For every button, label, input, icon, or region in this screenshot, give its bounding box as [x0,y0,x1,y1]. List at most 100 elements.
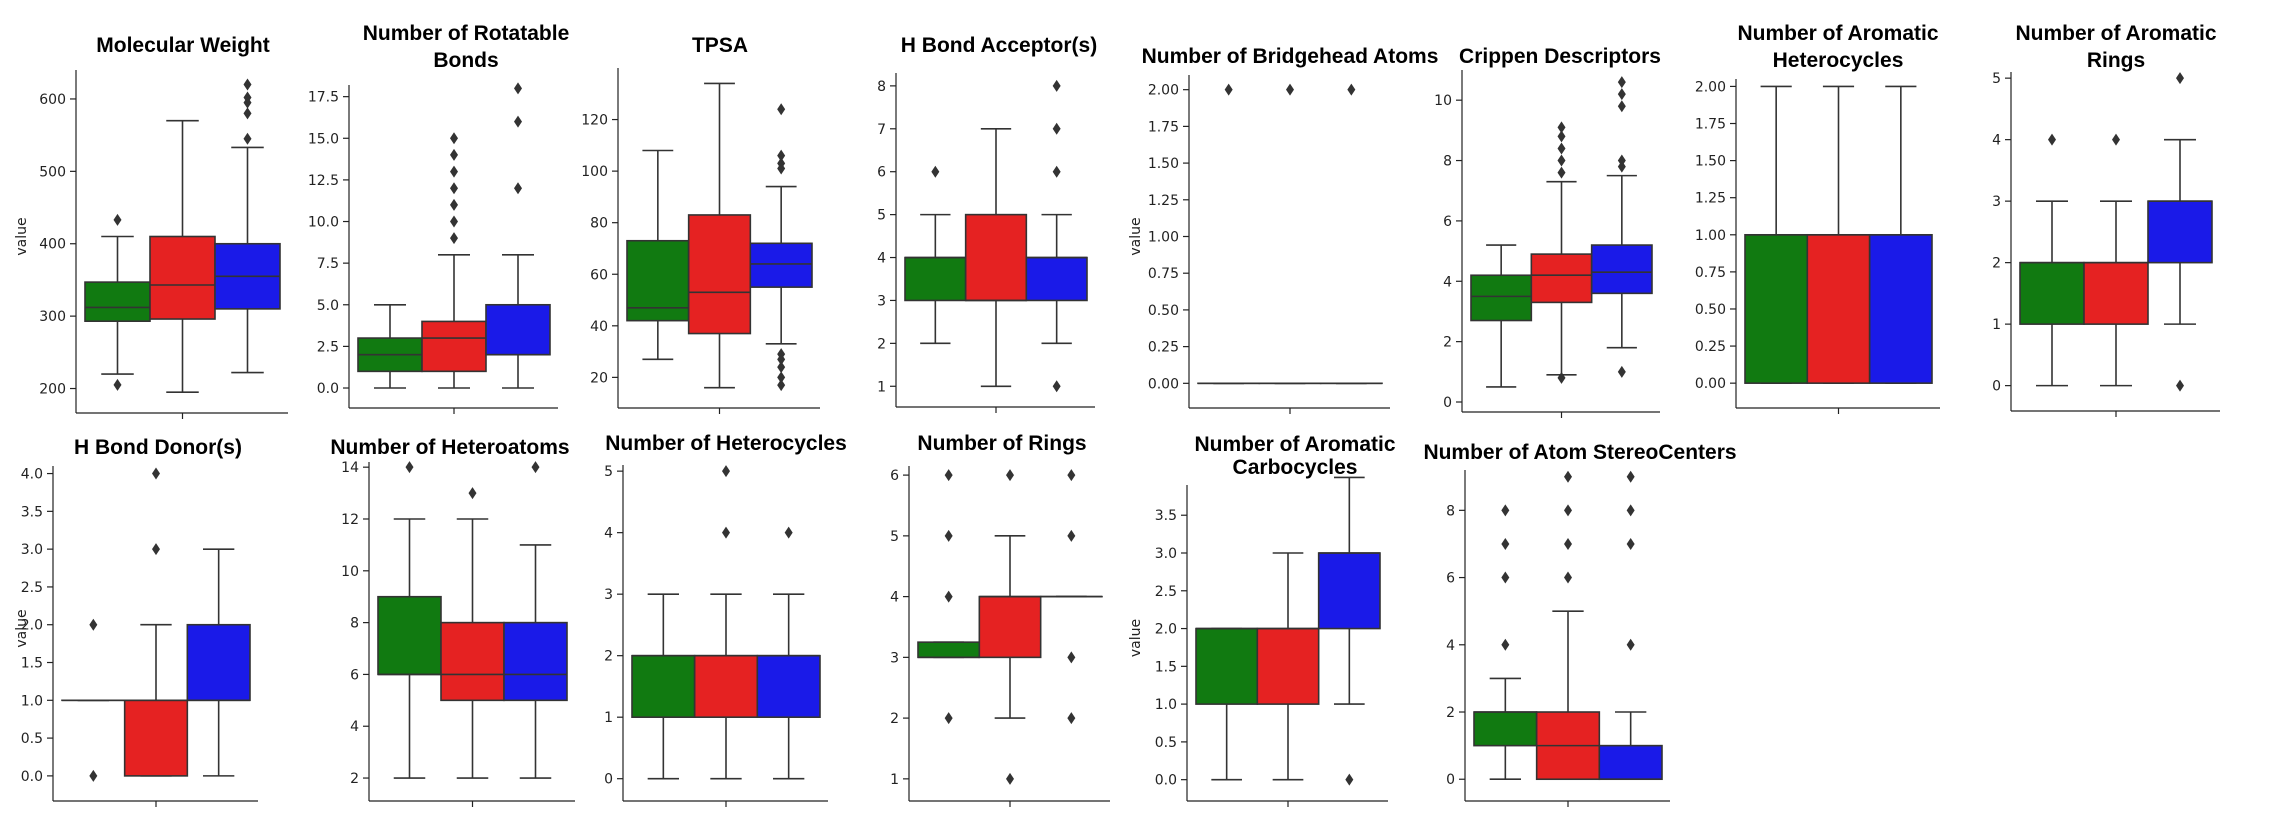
iqr-box [978,595,1042,659]
box-green [1470,244,1533,388]
outlier-point [450,198,458,211]
box-red [693,465,759,780]
outlier-point [1067,469,1076,482]
panel-title: Number of Aromatic [2015,22,2216,45]
y-tick-label: 10 [341,564,359,580]
y-tick-label: 1.75 [1695,117,1726,133]
outlier-point [931,165,940,178]
panel-title: Molecular Weight [96,34,269,57]
box-red [2083,133,2149,387]
panel-title: Carbocycles [1233,456,1358,479]
y-tick-label: 2 [1446,705,1455,721]
boxplot-panel-6: Crippen Descriptors 0 2 4 6 8 10 [1434,45,1661,418]
y-tick-label: 1.75 [1148,119,1179,135]
panel-title: Number of Heterocycles [605,432,847,455]
y-tick-label: 0.75 [1148,266,1179,282]
y-tick-label: 14 [341,460,359,476]
iqr-box [1530,253,1593,304]
outlier-point [1626,638,1635,651]
outlier-point [1224,83,1233,96]
outlier-point [1006,469,1014,482]
outlier-point [1347,83,1356,96]
y-tick-label: 5 [1992,71,2001,87]
y-tick-label: 500 [39,164,66,180]
y-tick-label: 2 [877,336,886,352]
outlier-point [1501,537,1510,550]
y-tick-label: 5 [877,208,886,224]
box-red [964,127,1028,388]
outlier-point [1617,76,1626,89]
y-tick-label: 1.00 [1695,228,1726,244]
iqr-box [964,213,1028,302]
y-tick-label: 10.0 [308,215,339,231]
y-tick-label: 3.0 [1155,546,1177,562]
y-tick-label: 120 [581,113,608,129]
outlier-point [1286,83,1294,96]
outlier-point [722,526,730,539]
y-tick-label: 2.0 [21,618,43,634]
y-axis-label: value [1128,217,1144,255]
y-tick-label: 4 [877,251,886,267]
box-blue [1868,85,1933,384]
y-tick-label: 1 [877,379,886,395]
y-tick-label: 6 [1443,214,1452,230]
outlier-point [1501,504,1510,517]
outlier-point [1617,88,1626,101]
y-tick-label: 0.0 [317,381,339,397]
outlier-point [2112,133,2120,146]
y-tick-label: 5.0 [317,298,339,314]
y-tick-label: 400 [39,237,66,253]
y-tick-label: 200 [39,382,66,398]
outlier-point [777,371,786,384]
y-tick-label: 17.5 [308,90,339,106]
outlier-point [89,618,98,631]
y-tick-label: 2.5 [1155,584,1177,600]
iqr-box [1317,552,1381,630]
box-red [978,469,1042,785]
y-tick-label: 4 [890,590,899,606]
y-tick-label: 20 [590,370,608,386]
y-tick-label: 0.25 [1695,339,1726,355]
iqr-box [749,242,813,288]
y-tick-label: 0.50 [1695,302,1726,318]
y-tick-label: 0 [604,772,613,788]
iqr-box [1256,627,1320,705]
y-tick-label: 0 [1992,379,2001,395]
outlier-point [777,149,786,162]
box-blue [1590,76,1653,378]
y-tick-label: 2 [350,771,359,787]
y-tick-label: 0.5 [1155,735,1177,751]
box-red [1806,85,1871,384]
outlier-point [1052,380,1061,393]
box-red [149,119,216,393]
box-blue [186,548,251,777]
outlier-point [1617,154,1626,167]
box-green [1744,85,1809,384]
panel-title: Heterocycles [1773,49,1904,72]
outlier-point [514,115,522,128]
outlier-point [1564,571,1572,584]
outlier-point [2176,379,2184,392]
y-tick-label: 0.75 [1695,265,1726,281]
outlier-point [1564,504,1572,517]
y-tick-label: 1.00 [1148,230,1179,246]
y-tick-label: 8 [1443,154,1452,170]
y-tick-label: 2.5 [317,339,339,355]
y-tick-label: 40 [590,319,608,335]
panel-title: Number of Aromatic [1737,22,1938,45]
y-tick-label: 2.5 [21,580,43,596]
panel-title: Number of Rings [917,432,1086,455]
y-tick-label: 4 [604,526,613,542]
outlier-point [450,165,458,178]
iqr-box [631,654,696,718]
box-green [61,618,126,782]
y-tick-label: 0 [1443,395,1452,411]
outlier-point [1557,121,1566,134]
box-red [1256,552,1320,781]
iqr-box [2019,261,2085,325]
boxplot-panel-4: H Bond Acceptor(s) 1 2 3 4 5 6 7 8 [877,34,1097,413]
iqr-box [1470,274,1533,322]
box-blue [749,103,813,392]
boxplot-panel-2: Number of Rotatable Bonds 0.0 2.5 5.0 7.5 10.0… [308,22,569,414]
